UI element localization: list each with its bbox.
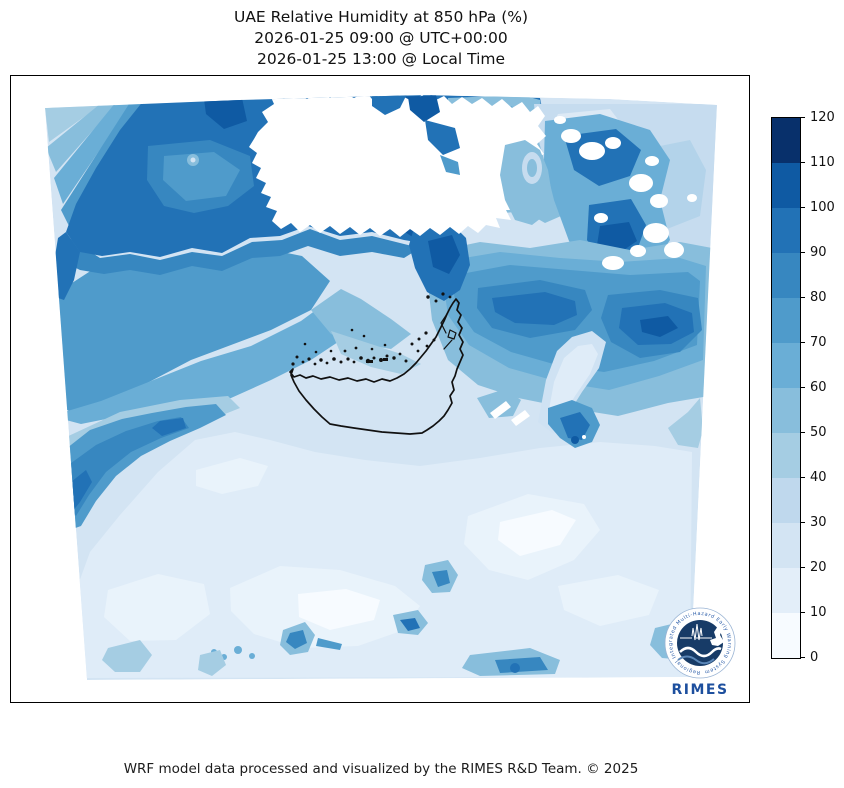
colorbar-segment bbox=[772, 163, 800, 208]
island-dots bbox=[291, 292, 452, 366]
colorbar-tick bbox=[801, 387, 805, 388]
colorbar-segment bbox=[772, 478, 800, 523]
colorbar-tick bbox=[801, 162, 805, 163]
colorbar-segment bbox=[772, 523, 800, 568]
colorbar-tick bbox=[801, 342, 805, 343]
colorbar-segment bbox=[772, 298, 800, 343]
rimes-logo: Regional Integrated Multi-Hazard Early W… bbox=[664, 607, 736, 698]
colorbar-tick bbox=[801, 567, 805, 568]
uae-border bbox=[289, 298, 464, 435]
footer-credit: WRF model data processed and visualized … bbox=[123, 761, 639, 777]
terrain-mask bbox=[249, 95, 697, 270]
colorbar-segment bbox=[772, 343, 800, 388]
colorbar-tick-label: 80 bbox=[810, 290, 827, 305]
colorbar-tick-label: 0 bbox=[810, 650, 819, 665]
colorbar-tick-label: 110 bbox=[810, 155, 835, 170]
humidity-contour-field bbox=[45, 95, 717, 680]
colorbar-tick bbox=[801, 117, 805, 118]
colorbar-tick-label: 90 bbox=[810, 245, 827, 260]
colorbar-tick bbox=[801, 657, 805, 658]
colorbar bbox=[771, 117, 801, 659]
colorbar-segment bbox=[772, 208, 800, 253]
colorbar-tick-label: 70 bbox=[810, 335, 827, 350]
colorbar-tick bbox=[801, 477, 805, 478]
colorbar-tick bbox=[801, 612, 805, 613]
colorbar-tick-label: 60 bbox=[810, 380, 827, 395]
colorbar-segment bbox=[772, 253, 800, 298]
logo-name: RIMES bbox=[671, 682, 728, 698]
colorbar-tick-label: 30 bbox=[810, 515, 827, 530]
colorbar-tick-label: 20 bbox=[810, 560, 827, 575]
colorbar-tick-label: 10 bbox=[810, 605, 827, 620]
colorbar-tick bbox=[801, 522, 805, 523]
chart-title-block: UAE Relative Humidity at 850 hPa (%) 202… bbox=[0, 7, 762, 70]
colorbar-tick bbox=[801, 207, 805, 208]
colorbar-tick bbox=[801, 297, 805, 298]
colorbar-segment bbox=[772, 613, 800, 658]
colorbar-segment bbox=[772, 433, 800, 478]
colorbar-tick-label: 120 bbox=[810, 110, 835, 125]
colorbar-segment bbox=[772, 118, 800, 163]
colorbar-tick bbox=[801, 252, 805, 253]
title-line-3: 2026-01-25 13:00 @ Local Time bbox=[256, 50, 506, 68]
colorbar-segment bbox=[772, 388, 800, 433]
colorbar-segment bbox=[772, 568, 800, 613]
colorbar-tick-label: 50 bbox=[810, 425, 827, 440]
colorbar-tick-label: 100 bbox=[810, 200, 835, 215]
title-line-1: UAE Relative Humidity at 850 hPa (%) bbox=[233, 8, 529, 26]
colorbar-tick-label: 40 bbox=[810, 470, 827, 485]
colorbar-tick bbox=[801, 432, 805, 433]
title-line-2: 2026-01-25 09:00 @ UTC+00:00 bbox=[254, 29, 508, 47]
